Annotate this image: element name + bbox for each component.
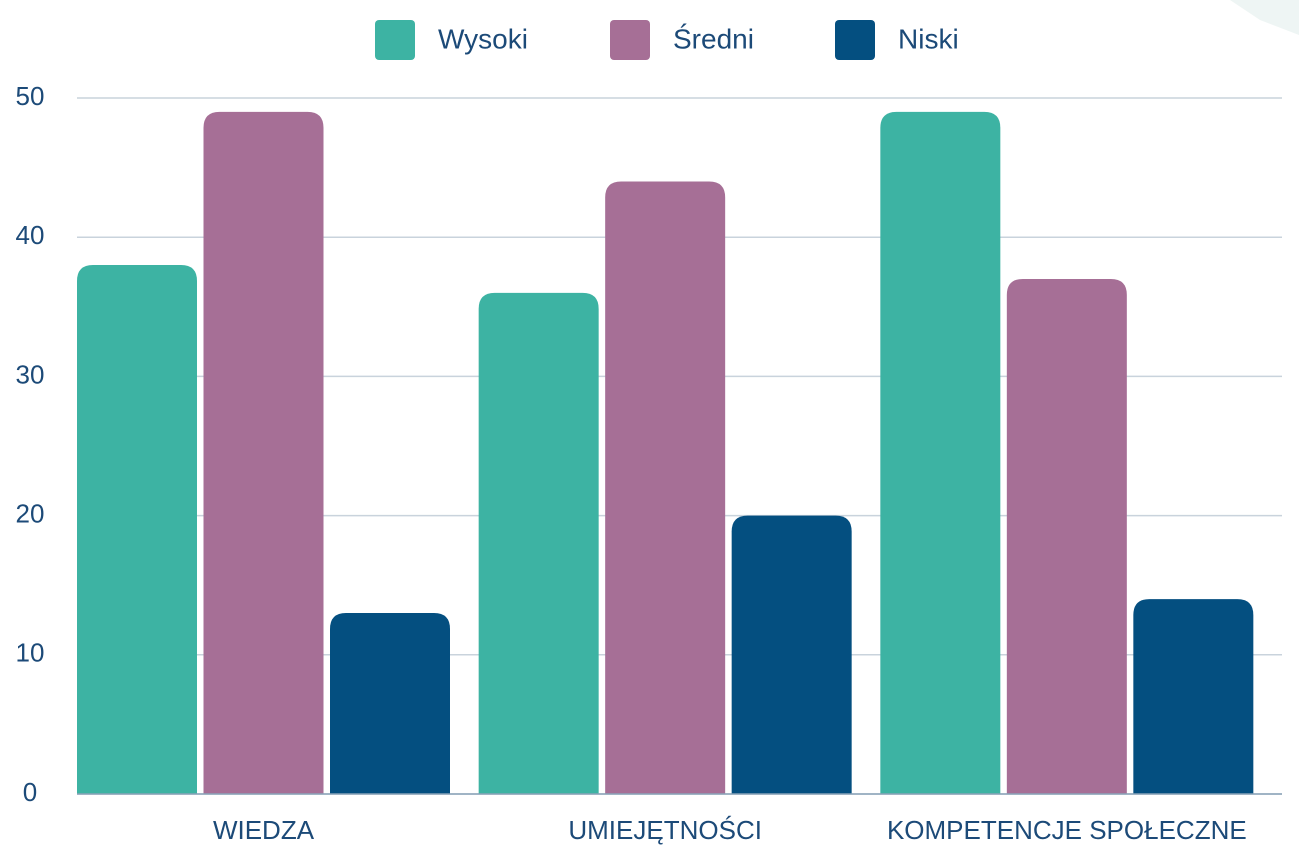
- legend-swatch: [375, 20, 415, 60]
- legend-label: Średni: [673, 22, 754, 54]
- x-tick-label: KOMPETENCJE SPOŁECZNE: [887, 815, 1247, 845]
- bar: [330, 613, 450, 794]
- decoration: [1230, 0, 1299, 35]
- y-tick-label: 10: [16, 638, 45, 668]
- bar: [605, 181, 726, 794]
- y-tick-label: 0: [23, 777, 37, 807]
- legend-label: Wysoki: [438, 23, 528, 54]
- bar: [203, 111, 324, 795]
- bar: [77, 265, 197, 794]
- legend-swatch: [610, 20, 650, 60]
- legend-swatch: [835, 20, 875, 60]
- y-tick-label: 30: [16, 359, 45, 389]
- legend-label: Niski: [898, 23, 959, 54]
- y-tick-label: 50: [16, 81, 45, 111]
- bar: [1133, 599, 1254, 794]
- bar: [880, 111, 1001, 795]
- bar: [731, 515, 852, 794]
- bar: [1006, 278, 1127, 795]
- bar: [478, 292, 599, 794]
- y-tick-label: 20: [16, 498, 45, 528]
- x-tick-label: WIEDZA: [213, 815, 315, 845]
- x-tick-label: UMIEJĘTNOŚCI: [568, 815, 762, 845]
- y-tick-label: 40: [16, 220, 45, 250]
